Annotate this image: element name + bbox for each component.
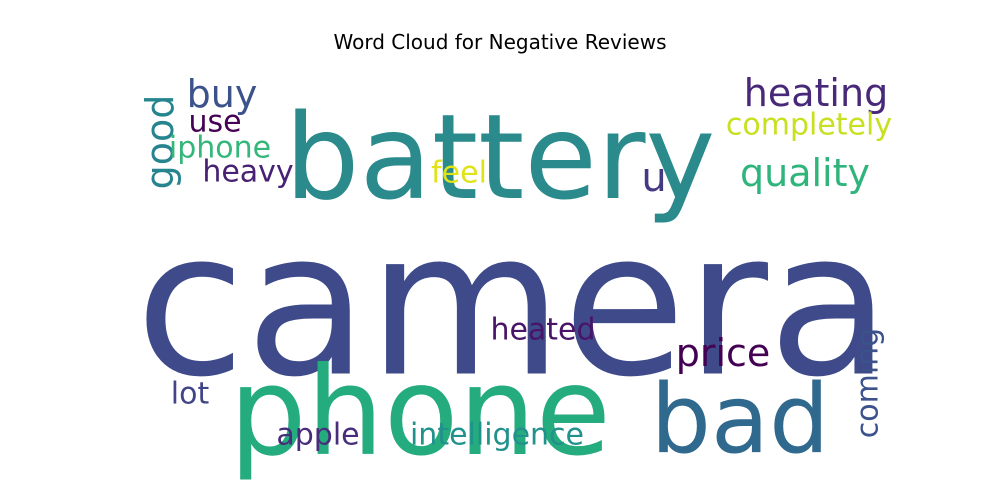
word-quality: quality (740, 151, 870, 195)
word-price: price (676, 331, 771, 375)
word-heated: heated (490, 313, 595, 348)
word-iphone: iphone (169, 131, 271, 166)
word-heating: heating (744, 71, 888, 115)
word-coming: coming (851, 328, 886, 438)
word-camera: camera (135, 189, 890, 422)
word-heavy: heavy (202, 155, 293, 190)
word-good: good (138, 95, 182, 190)
word-battery: battery (285, 88, 716, 226)
word-apple: apple (276, 418, 359, 453)
word-u: u (641, 155, 666, 201)
word-phone: phone (229, 341, 611, 483)
word-bad: bad (651, 365, 830, 475)
word-completely: completely (726, 108, 892, 143)
word-feel: feel (431, 156, 487, 191)
word-lot: lot (171, 377, 210, 412)
word-use: use (188, 105, 241, 140)
word-buy: buy (187, 72, 258, 116)
chart-title: Word Cloud for Negative Reviews (333, 30, 667, 54)
word-intelligence: intelligence (410, 418, 584, 453)
